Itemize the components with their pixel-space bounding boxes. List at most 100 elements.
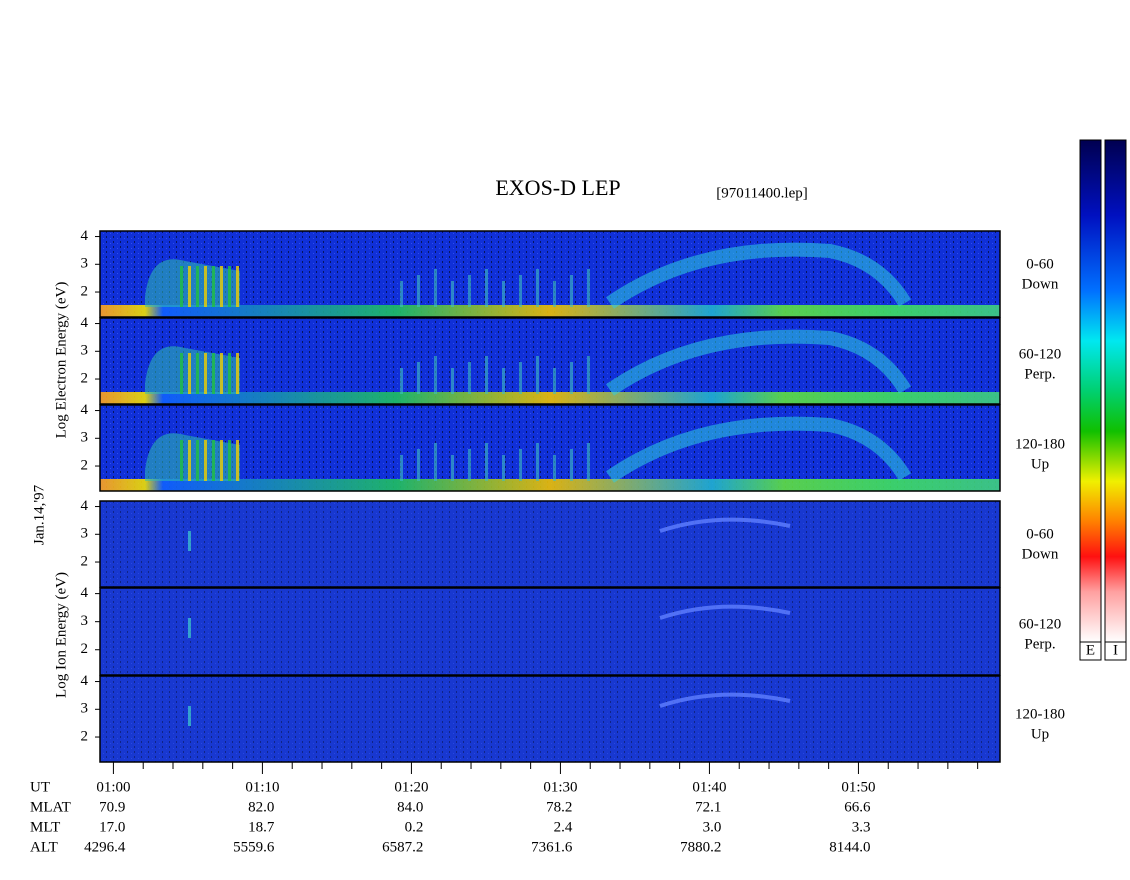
spectrogram-noise [100, 231, 1000, 317]
y-tick-label: 4 [81, 315, 89, 331]
ephemeris-value: 84.0 [397, 799, 423, 815]
spectrogram-streak [400, 455, 403, 481]
ephemeris-value: 66.6 [844, 799, 871, 815]
ephemeris-value: 7361.6 [531, 839, 573, 855]
y-tick-label: 2 [81, 457, 89, 473]
spectrogram-streak [434, 269, 437, 307]
y-tick-label: 4 [81, 585, 89, 601]
colorbar-label-box [1104, 641, 1127, 661]
y-tick-label: 3 [81, 613, 89, 629]
spectrogram-streak [536, 443, 539, 481]
y-tick-label: 2 [81, 641, 89, 657]
x-tick-label: 01:20 [394, 779, 428, 795]
direction-label: Up [1031, 726, 1049, 742]
y-axis-label: Log Ion Energy (eV) [53, 572, 69, 698]
spectrogram-arc [606, 242, 912, 309]
spectrogram-streak [570, 362, 573, 394]
spectrogram-streak [519, 362, 522, 394]
ephemeris-value: 72.1 [695, 799, 721, 815]
spectrogram-streak [188, 706, 191, 726]
colorbar [1079, 139, 1102, 643]
y-tick-label: 3 [81, 343, 89, 359]
panel-frame [99, 404, 1001, 492]
spectrogram-blob [145, 433, 240, 481]
spectrogram-streak [519, 275, 522, 307]
spectrogram-streak [220, 266, 223, 307]
spectrogram-streak [570, 449, 573, 481]
spectrogram-streak [400, 368, 403, 394]
spectrogram-streak [188, 531, 191, 551]
spectrogram-streak [188, 266, 191, 307]
spectrogram-streak [212, 353, 215, 394]
spectrogram-streak [587, 443, 590, 481]
spectrogram-noise [100, 676, 1000, 762]
channel-label: 120-180 [1015, 436, 1065, 452]
x-tick-label: 01:00 [96, 779, 130, 795]
direction-label: Down [1022, 276, 1059, 292]
x-tick-label: 01:30 [543, 779, 577, 795]
ephemeris-value: 17.0 [99, 819, 125, 835]
panel-frame [99, 500, 1001, 588]
y-tick-label: 3 [81, 701, 89, 717]
y-tick-label: 4 [81, 673, 89, 689]
chart-title: EXOS-D LEP [495, 175, 620, 200]
spectrogram-streak [204, 266, 207, 307]
spectrogram-arc [606, 329, 912, 396]
y-tick-label: 2 [81, 370, 89, 386]
spectrogram-blob [145, 259, 240, 307]
spectrogram-streak [180, 266, 183, 307]
spectrogram-streak [212, 440, 215, 481]
spectrogram-streak [434, 443, 437, 481]
colorbar-label: I [1113, 642, 1118, 658]
spectrogram-streak [553, 368, 556, 394]
spectrogram-streak [220, 440, 223, 481]
spectrogram-streak [519, 449, 522, 481]
spectrogram-streak [485, 269, 488, 307]
spectrogram-streak [502, 455, 505, 481]
spectrogram-streak [536, 356, 539, 394]
spectrogram-arc [659, 692, 791, 708]
channel-label: 0-60 [1026, 526, 1054, 542]
ephemeris-label: UT [30, 779, 50, 795]
spectrogram-streak [212, 266, 215, 307]
direction-label: Perp. [1024, 636, 1055, 652]
ephemeris-value: 8144.0 [829, 839, 870, 855]
y-tick-label: 4 [81, 402, 89, 418]
spectrogram-noise [100, 588, 1000, 675]
spectrogram-streak [188, 618, 191, 638]
x-tick-label: 01:40 [692, 779, 726, 795]
spectrogram-streak [485, 356, 488, 394]
y-tick-label: 2 [81, 283, 89, 299]
panel-frame [99, 317, 1001, 405]
ephemeris-label: ALT [30, 839, 58, 855]
spectrogram-streak [587, 269, 590, 307]
ephemeris-value: 7880.2 [680, 839, 721, 855]
spectrogram-streak [417, 449, 420, 481]
spectrogram-streak [485, 443, 488, 481]
spectrogram-streak [468, 362, 471, 394]
ephemeris-value: 0.2 [405, 819, 424, 835]
direction-label: Down [1022, 546, 1059, 562]
spectrogram-streak [587, 356, 590, 394]
spectrogram-streak [188, 353, 191, 394]
x-tick-label: 01:10 [245, 779, 279, 795]
spectrogram-streak [204, 440, 207, 481]
x-tick-label: 01:50 [841, 779, 875, 795]
ephemeris-label: MLAT [30, 799, 71, 815]
spectrogram-streak [228, 266, 231, 307]
channel-label: 60-120 [1019, 616, 1062, 632]
spectrogram-arc [606, 416, 912, 483]
spectrogram-streak [451, 455, 454, 481]
ephemeris-value: 3.0 [703, 819, 722, 835]
spectrogram-streak [180, 440, 183, 481]
panel-frame [99, 675, 1001, 763]
spectrogram-streak [417, 362, 420, 394]
direction-label: Perp. [1024, 366, 1055, 382]
spectrogram-arc [659, 604, 791, 620]
panel-frame [99, 230, 1001, 318]
y-tick-label: 3 [81, 430, 89, 446]
spectrogram-streak [468, 449, 471, 481]
spectrogram-streak [417, 275, 420, 307]
ephemeris-value: 5559.6 [233, 839, 275, 855]
